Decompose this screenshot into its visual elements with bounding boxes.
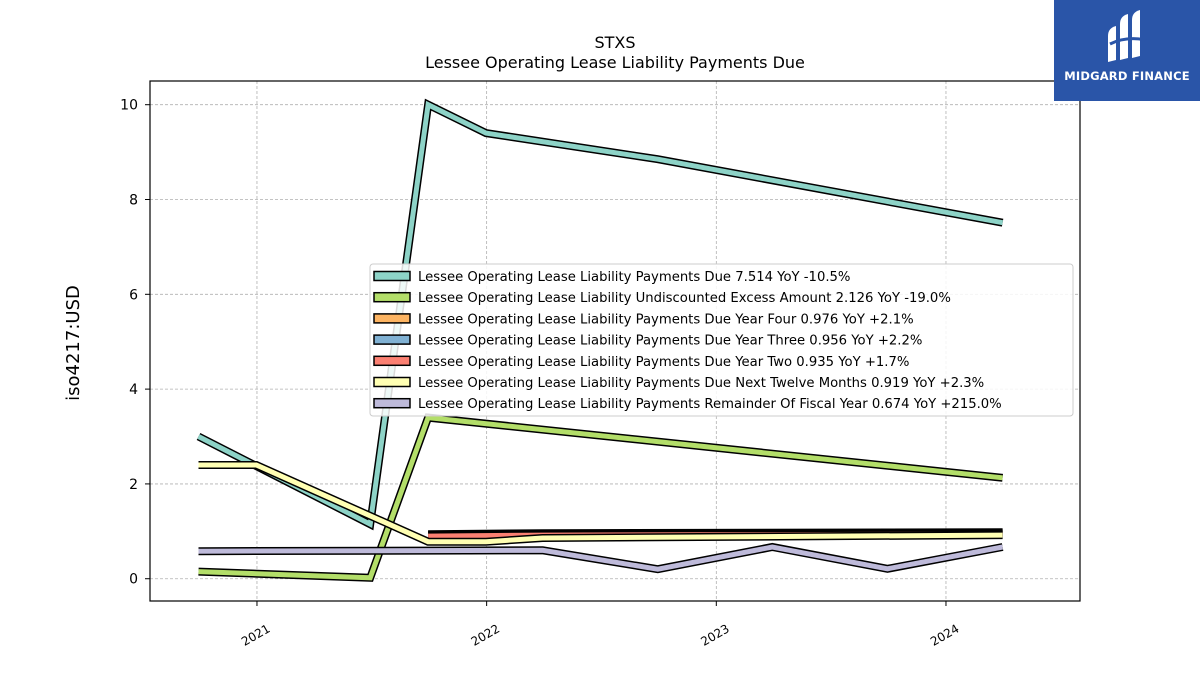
x-tick-label: 2021 [239, 621, 272, 648]
series-lines [196, 98, 1004, 582]
legend-swatch [373, 270, 411, 282]
y-tick-label: 4 [129, 382, 138, 398]
legend-entry: Lessee Operating Lease Liability Payment… [418, 355, 909, 370]
y-tick-label: 10 [120, 98, 138, 114]
plot-frame [149, 80, 1081, 602]
legend: Lessee Operating Lease Liability Payment… [369, 263, 1074, 417]
legend-entry: Lessee Operating Lease Liability Payment… [418, 397, 1002, 412]
legend-swatch [373, 355, 411, 367]
y-tick-label: 8 [129, 193, 138, 209]
legend-box [369, 263, 1074, 417]
legend-swatch [373, 291, 411, 303]
chart-subtitle: Lessee Operating Lease Liability Payment… [425, 53, 805, 72]
legend-swatch [373, 397, 411, 409]
midgard-finance-logo: MIDGARD FINANCE [1054, 0, 1200, 101]
legend-entry: Lessee Operating Lease Liability Payment… [418, 270, 850, 285]
series-line [198, 462, 1003, 545]
y-tick-label: 2 [129, 477, 138, 493]
legend-entry: Lessee Operating Lease Liability Payment… [418, 312, 914, 327]
series-line [198, 544, 1004, 572]
legend-swatch [373, 334, 411, 345]
series-line [197, 100, 1004, 529]
legend-swatch [373, 376, 411, 388]
midgard-logo-icon [1108, 10, 1147, 62]
y-tick-label: 6 [129, 287, 138, 303]
chart-title: STXS [594, 33, 635, 52]
legend-entry: Lessee Operating Lease Liability Payment… [418, 376, 984, 391]
legend-entry: Lessee Operating Lease Liability Undisco… [418, 291, 951, 306]
x-tick-label: 2022 [469, 621, 502, 648]
legend-swatch [373, 313, 411, 324]
y-tick-label: 0 [129, 572, 138, 588]
series-line [198, 414, 1003, 581]
y-axis-label: iso4217:USD [63, 285, 84, 401]
x-tick-label: 2023 [698, 621, 731, 648]
legend-entry: Lessee Operating Lease Liability Payment… [418, 334, 922, 349]
logo-text: MIDGARD FINANCE [1064, 69, 1190, 83]
x-tick-label: 2024 [928, 621, 961, 648]
